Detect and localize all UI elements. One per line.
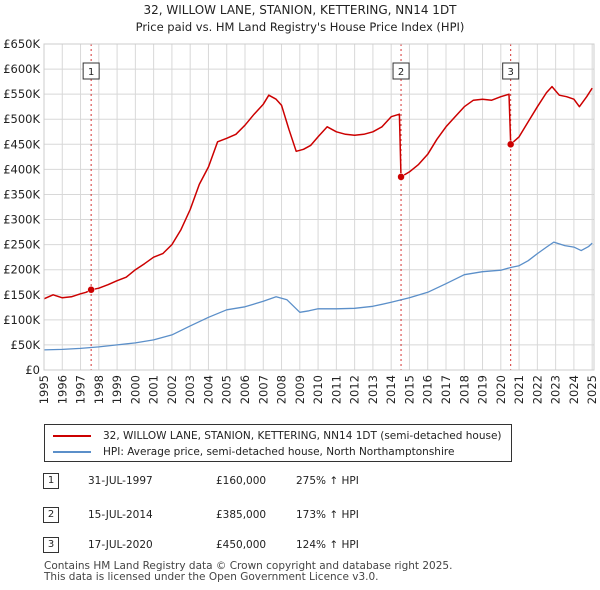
sale-badge: 2 [43,507,59,523]
y-tick-label: £500K [3,112,40,126]
y-tick-label: £100K [3,313,40,327]
legend-swatch-property [53,435,91,437]
x-tick-label: 2022 [530,375,544,404]
x-tick-label: 2004 [201,375,215,404]
x-tick-label: 2005 [220,375,234,404]
legend-label-property: 32, WILLOW LANE, STANION, KETTERING, NN1… [103,430,502,442]
table-row: 1 31-JUL-1997 £160,000 275% ↑ HPI [0,472,600,492]
x-tick-label: 2025 [585,375,599,404]
x-tick-label: 2018 [457,375,471,404]
sale-price: £160,000 [216,475,267,487]
y-axis: £0 £50K £100K £150K £200K £250K £300K £350K £400… [3,37,40,377]
x-tick-label: 2017 [439,375,453,404]
sale-marker-lines [90,44,512,370]
x-tick-label: 2001 [147,375,161,404]
x-tick-label: 2011 [329,375,343,404]
sale-date: 15-JUL-2014 [88,509,153,521]
sale-2-badge [392,62,410,80]
x-tick-label: 2012 [348,375,362,404]
y-tick-label: £0 [25,363,40,377]
sale-3-point [506,140,515,149]
x-tick-label: 2021 [512,375,526,404]
hpi-line [43,241,593,351]
y-tick-label: £600K [3,62,40,76]
x-tick-label: 2008 [275,375,289,404]
plot-frame [43,43,595,371]
sale-markers: 1 2 3 [82,62,520,294]
x-tick-label: 2006 [238,375,252,404]
legend: 32, WILLOW LANE, STANION, KETTERING, NN1… [44,424,512,462]
x-tick-label: 2016 [421,375,435,404]
x-tick-label: 1999 [110,375,124,404]
table-row: 3 17-JUL-2020 £450,000 124% ↑ HPI [0,536,600,556]
legend-label-hpi: HPI: Average price, semi-detached house,… [103,446,455,458]
x-tick-label: 2003 [183,375,197,404]
x-tick-label: 2009 [293,375,307,404]
x-tick-label: 2007 [256,375,270,404]
y-tick-label: £200K [3,263,40,277]
x-tick-label: 2020 [494,375,508,404]
legend-item-hpi: HPI: Average price, semi-detached house,… [53,444,454,460]
chart-subtitle: Price paid vs. HM Land Registry's House … [136,20,465,34]
sale-price: £450,000 [216,539,267,551]
sale-date: 31-JUL-1997 [88,475,153,487]
sale-badge: 3 [43,537,59,553]
sale-1-badge [82,62,100,80]
sale-price: £385,000 [216,509,267,521]
x-tick-label: 2014 [384,375,398,404]
x-tick-label: 2019 [476,375,490,404]
chart-grid [43,43,594,371]
footer: Contains HM Land Registry data © Crown c… [44,561,452,583]
x-tick-label: 1995 [37,375,51,404]
sale-date: 17-JUL-2020 [88,539,153,551]
y-tick-label: £400K [3,162,40,176]
x-tick-label: 2002 [165,375,179,404]
y-tick-label: £450K [3,137,40,151]
y-tick-label: £50K [11,338,41,352]
sale-2-point [397,173,405,181]
chart-title: 32, WILLOW LANE, STANION, KETTERING, NN1… [143,3,457,17]
sale-badge: 1 [43,473,59,489]
y-tick-label: £250K [3,238,40,252]
footer-licence: This data is licensed under the Open Gov… [44,571,379,583]
sale-1-point [87,286,95,294]
y-tick-label: £350K [3,187,40,201]
sale-3-badge-label: 3 [507,67,513,78]
property-price-line [43,85,593,300]
sale-hpi-change: 275% ↑ HPI [296,475,359,487]
sale-1-badge-label: 1 [88,67,94,78]
y-tick-label: £300K [3,213,40,227]
x-tick-label: 1996 [55,375,69,404]
x-tick-label: 1998 [92,375,106,404]
legend-swatch-hpi [53,451,91,453]
y-tick-label: £150K [3,288,40,302]
x-tick-label: 1997 [74,375,88,404]
chart-series [43,85,593,351]
x-axis: 1995 1996 1997 1998 1999 2000 2001 2002 2003 2004… [37,375,599,404]
x-tick-label: 2000 [128,375,142,404]
y-tick-label: £550K [3,87,40,101]
legend-item-property: 32, WILLOW LANE, STANION, KETTERING, NN1… [53,428,502,444]
x-tick-label: 2024 [567,375,581,404]
table-row: 2 15-JUL-2014 £385,000 173% ↑ HPI [0,506,600,526]
sale-hpi-change: 173% ↑ HPI [296,509,359,521]
price-chart: 32, WILLOW LANE, STANION, KETTERING, NN1… [3,3,599,404]
sale-3-badge [502,62,520,80]
x-tick-label: 2023 [549,375,563,404]
sale-2-badge-label: 2 [398,67,404,78]
footer-copyright: Contains HM Land Registry data © Crown c… [44,560,453,572]
x-tick-label: 2013 [366,375,380,404]
x-tick-label: 2015 [402,375,416,404]
x-tick-label: 2010 [311,375,325,404]
y-tick-label: £650K [3,37,40,51]
sale-hpi-change: 124% ↑ HPI [296,539,359,551]
